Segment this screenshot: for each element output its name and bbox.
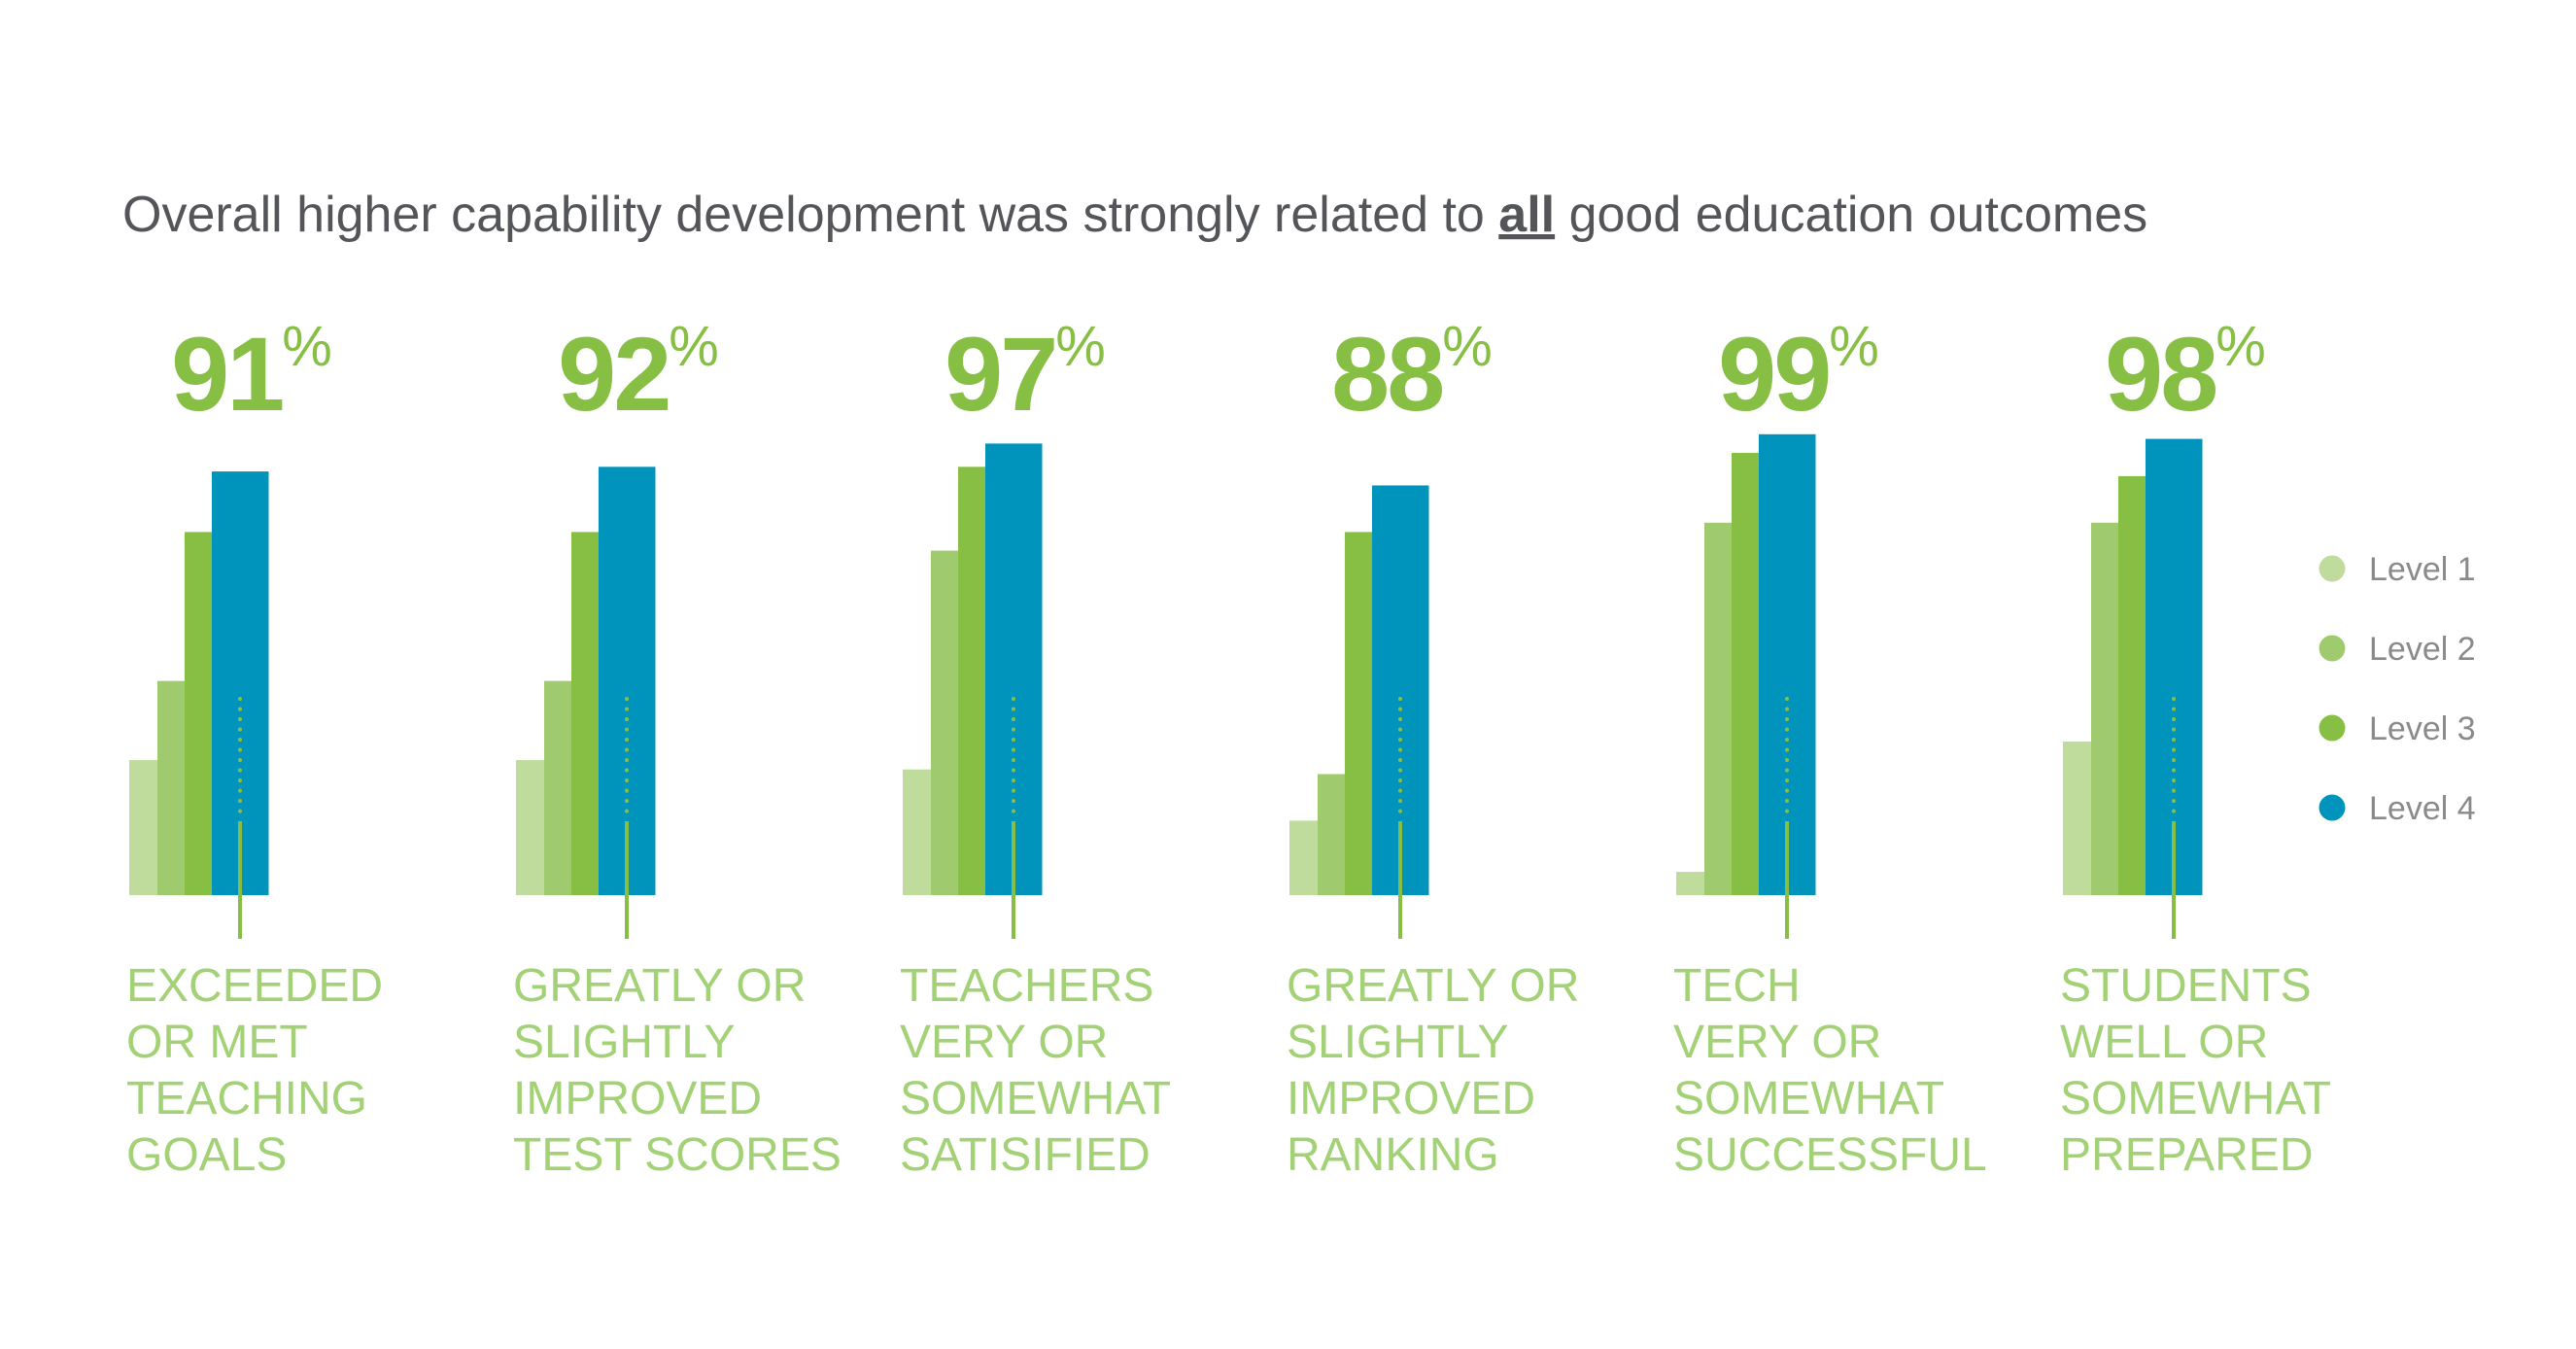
legend-dot-icon xyxy=(2318,555,2346,582)
bar-level-1 xyxy=(129,760,158,895)
category-label-line: GREATLY OR xyxy=(1287,960,1579,1012)
category-label-line: SOMEWHAT xyxy=(900,1073,1171,1124)
category-label-line: TEACHING xyxy=(126,1073,367,1124)
bar-level-4 xyxy=(1759,433,1816,895)
headline-percent: 97% xyxy=(945,315,1106,432)
chart-title: Overall higher capability development wa… xyxy=(122,187,2147,243)
percent-sign: % xyxy=(1829,315,1879,378)
category-label-line: TECH xyxy=(1673,960,1801,1012)
legend-dot-icon xyxy=(2318,794,2346,821)
bar-level-3 xyxy=(1732,452,1760,895)
legend-label: Level 3 xyxy=(2369,710,2476,747)
legend-dot-icon xyxy=(2318,635,2346,662)
percent-value: 92 xyxy=(558,315,669,432)
category-label-line: GREATLY OR xyxy=(513,960,806,1012)
title-emphasis: all xyxy=(1498,187,1555,243)
percent-value: 97 xyxy=(945,315,1055,432)
bar-level-1 xyxy=(2063,741,2092,895)
category-label-line: SOMEWHAT xyxy=(1673,1073,1944,1124)
bar-level-3 xyxy=(571,532,600,895)
percent-value: 91 xyxy=(171,315,283,432)
category-label-line: IMPROVED xyxy=(1287,1073,1535,1124)
bar-level-1 xyxy=(903,769,932,895)
legend-dot-icon xyxy=(2318,714,2346,742)
percent-value: 88 xyxy=(1331,315,1442,432)
bar-level-2 xyxy=(2091,522,2119,895)
headline-percent: 88% xyxy=(1331,315,1493,432)
bar-level-1 xyxy=(516,760,545,895)
category-label-line: STUDENTS xyxy=(2060,960,2312,1012)
legend-label: Level 4 xyxy=(2369,790,2476,827)
bar-level-2 xyxy=(544,680,572,895)
bar-level-3 xyxy=(1345,532,1373,895)
legend: Level 1 Level 2 Level 3 Level 4 xyxy=(2318,551,2476,827)
bar-level-3 xyxy=(185,532,213,895)
bar-level-4 xyxy=(2146,438,2203,895)
bar-level-2 xyxy=(931,550,959,895)
percent-sign: % xyxy=(282,315,332,378)
bar-level-3 xyxy=(958,467,986,895)
percent-sign: % xyxy=(1442,315,1493,378)
category-label-line: WELL OR xyxy=(2060,1017,2268,1068)
category-label-line: IMPROVED xyxy=(513,1073,762,1124)
bar-level-3 xyxy=(2118,475,2147,895)
category-label-line: PREPARED xyxy=(2060,1129,2314,1181)
legend-item: Level 4 xyxy=(2318,790,2476,827)
category-label-line: OR MET xyxy=(126,1017,308,1068)
headline-percent: 98% xyxy=(2105,315,2266,432)
bar-level-1 xyxy=(1289,820,1319,895)
percent-value: 99 xyxy=(1718,315,1829,432)
category-label-line: EXCEEDED xyxy=(126,960,383,1012)
headline-percent: 92% xyxy=(558,315,719,432)
category-label-line: VERY OR xyxy=(900,1017,1108,1068)
legend-item: Level 3 xyxy=(2318,710,2476,747)
headline-percent: 91% xyxy=(171,315,332,432)
bar-level-4 xyxy=(985,443,1043,895)
percent-sign: % xyxy=(669,315,719,378)
percent-value: 98 xyxy=(2105,315,2215,432)
title-text-end: good education outcomes xyxy=(1555,187,2147,243)
bar-level-1 xyxy=(1676,872,1705,895)
percent-sign: % xyxy=(2215,315,2266,378)
percent-sign: % xyxy=(1055,315,1106,378)
category-label-line: VERY OR xyxy=(1673,1017,1881,1068)
category-label-line: SOMEWHAT xyxy=(2060,1073,2331,1124)
category-label-line: SATISIFIED xyxy=(900,1129,1151,1181)
category-label-line: GOALS xyxy=(126,1129,287,1181)
headline-percent: 99% xyxy=(1718,315,1879,432)
legend-label: Level 2 xyxy=(2369,631,2476,668)
bar-level-2 xyxy=(1704,522,1733,895)
legend-label: Level 1 xyxy=(2369,551,2476,588)
category-label-line: SUCCESSFUL xyxy=(1673,1129,1987,1181)
category-label-line: TEST SCORES xyxy=(513,1129,841,1181)
bar-level-2 xyxy=(1318,774,1346,895)
category-label-line: SLIGHTLY xyxy=(1287,1017,1509,1068)
category-label-line: SLIGHTLY xyxy=(513,1017,736,1068)
legend-item: Level 2 xyxy=(2318,631,2476,668)
bar-level-2 xyxy=(157,680,186,895)
category-label-line: TEACHERS xyxy=(900,960,1153,1012)
title-text: Overall higher capability development wa… xyxy=(122,187,1498,243)
category-label-line: RANKING xyxy=(1287,1129,1499,1181)
legend-item: Level 1 xyxy=(2318,551,2476,588)
